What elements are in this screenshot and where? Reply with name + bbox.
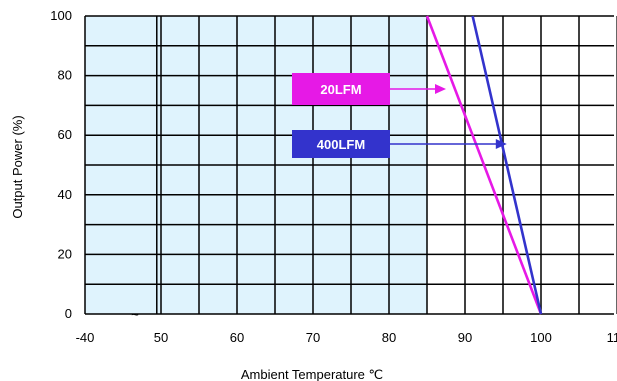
x-tick-label: 100 <box>530 330 552 345</box>
callout-box-20lfm <box>292 73 390 105</box>
x-tick-label: 60 <box>230 330 244 345</box>
series-line-20lfm <box>425 15 543 315</box>
axis-break-mark: ~ <box>131 307 139 322</box>
x-tick-label: 90 <box>458 330 472 345</box>
callout-arrowhead <box>495 139 507 149</box>
y-tick-label: 20 <box>58 246 72 261</box>
y-tick-label: 40 <box>58 187 72 202</box>
x-tick-label: 70 <box>306 330 320 345</box>
y-axis-label: Output Power (%) <box>10 115 25 218</box>
series-line-400lfm <box>471 15 543 315</box>
callout-box-400lfm <box>292 130 390 158</box>
x-tick-label: -40 <box>76 330 95 345</box>
callout-arrowhead <box>435 84 446 94</box>
y-tick-label: 80 <box>58 68 72 83</box>
x-tick-label: 50 <box>154 330 168 345</box>
x-tick-label: 80 <box>382 330 396 345</box>
x-axis-label: Ambient Temperature ℃ <box>241 367 383 381</box>
y-tick-label: 100 <box>50 8 72 23</box>
callout-label-20lfm: 20LFM <box>320 82 361 97</box>
y-tick-label: 60 <box>58 127 72 142</box>
y-tick-label: 0 <box>65 306 72 321</box>
x-tick-label: 110 <box>607 330 617 345</box>
callout-label-400lfm: 400LFM <box>317 137 365 152</box>
